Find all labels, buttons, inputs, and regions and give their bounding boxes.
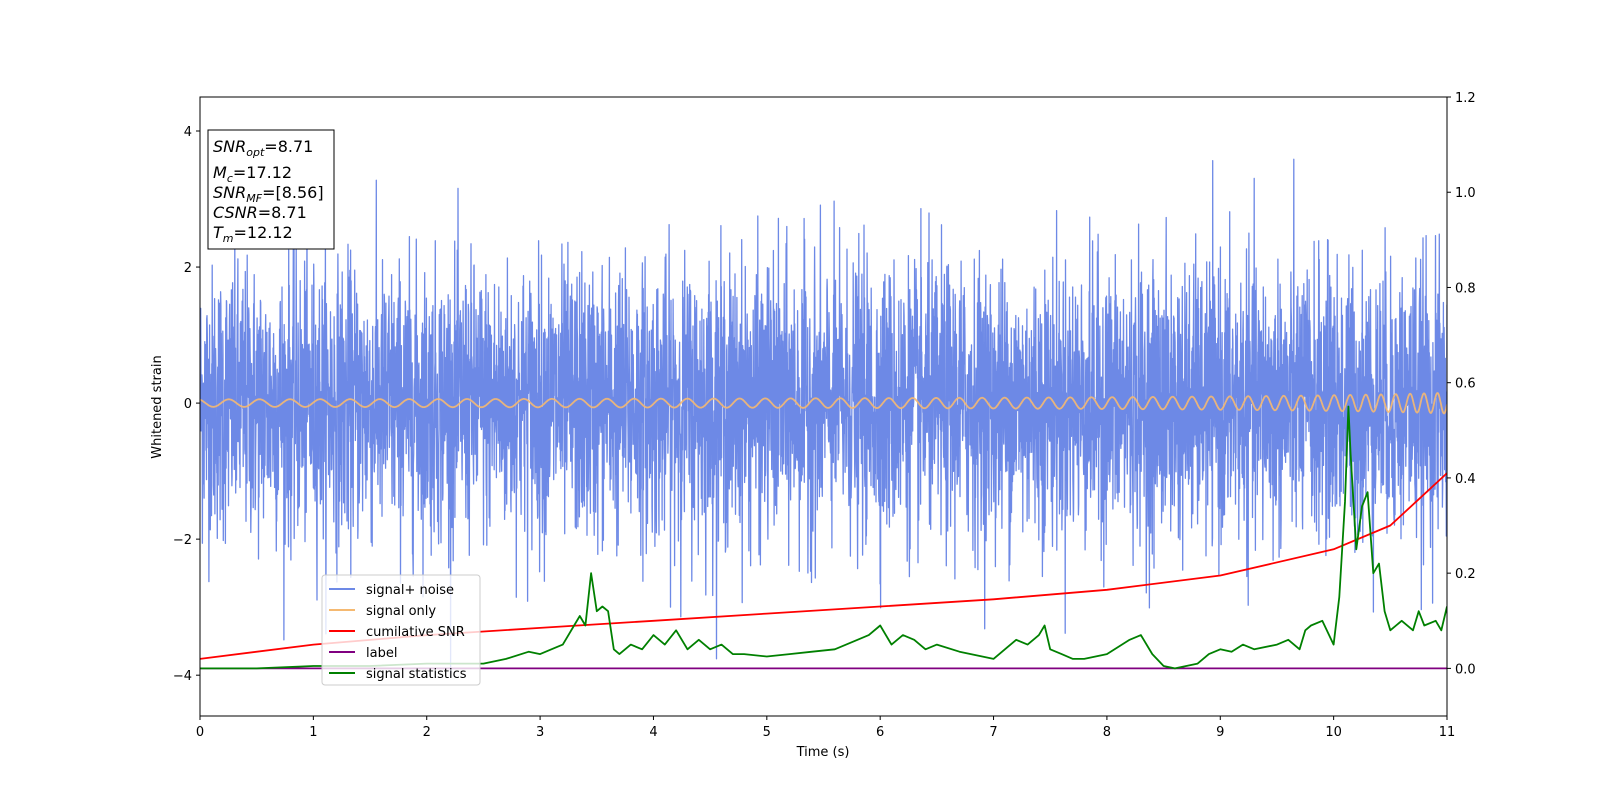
x-tick-label: 1	[309, 725, 317, 740]
x-tick-label: 2	[423, 725, 431, 740]
y2-tick-label: 0.4	[1455, 472, 1476, 487]
info-box: SNRopt=8.71 Mc=17.12 SNRMF=[8.56] CSNR=8…	[207, 129, 335, 250]
info-snr-opt: SNRopt=8.71	[213, 137, 313, 159]
x-tick-label: 10	[1325, 725, 1342, 740]
x-tick-label: 7	[989, 725, 997, 740]
legend-label: cumilative SNR	[366, 625, 465, 640]
y-axis-label: Whitened strain	[150, 355, 165, 458]
legend-label: signal+ noise	[366, 583, 454, 598]
series-line-4	[200, 405, 1447, 670]
y2-tick-label: 0.2	[1455, 567, 1476, 582]
x-tick-label: 4	[649, 725, 657, 740]
y-tick-label: 0	[184, 397, 192, 412]
x-tick-label: 5	[763, 725, 771, 740]
x-tick-label: 11	[1439, 725, 1456, 740]
plot-frame	[199, 96, 1448, 717]
y2-tick-label: 0.8	[1455, 281, 1476, 296]
info-csnr: CSNR=8.71	[213, 203, 307, 222]
x-tick-label: 3	[536, 725, 544, 740]
info-tm: Tm=12.12	[213, 223, 293, 245]
legend: signal+ noise signal only cumilative SNR la…	[321, 574, 481, 686]
y2-tick-label: 0.0	[1455, 662, 1476, 677]
y-tick-label: 2	[184, 261, 192, 276]
x-tick-label: 0	[196, 725, 204, 740]
y-tick-label: −2	[173, 533, 192, 548]
legend-frame	[321, 574, 481, 686]
info-snr-mf: SNRMF=[8.56]	[213, 183, 324, 205]
series-line-1	[200, 392, 1447, 415]
x-tick-label: 8	[1103, 725, 1111, 740]
info-mc: Mc=17.12	[213, 163, 292, 185]
y-tick-label: 4	[184, 125, 192, 140]
ticks-layer: 0 1 2 3 4 5 6 7 8 9 10 11 4 2 0 −2 −4 1.2 1.0 0.8 0.6 0.4 0.2 0…	[173, 91, 1476, 740]
x-tick-label: 9	[1216, 725, 1224, 740]
info-box-frame	[207, 129, 335, 250]
x-axis-label: Time (s)	[796, 745, 850, 760]
legend-label: signal only	[366, 604, 436, 619]
legend-label: label	[366, 646, 397, 661]
x-tick-label: 6	[876, 725, 884, 740]
y2-tick-label: 1.2	[1455, 91, 1476, 106]
legend-label: signal statistics	[366, 667, 467, 682]
y2-tick-label: 1.0	[1455, 186, 1476, 201]
y-tick-label: −4	[173, 669, 192, 684]
y2-tick-label: 0.6	[1455, 377, 1476, 392]
